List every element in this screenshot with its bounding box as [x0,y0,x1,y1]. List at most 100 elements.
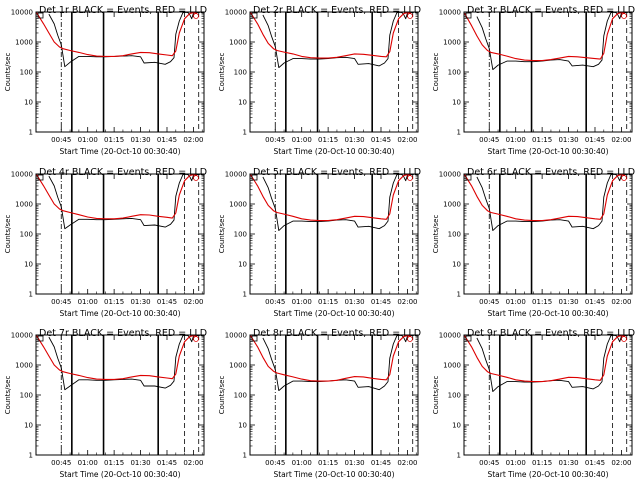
panel-frame [35,334,205,456]
series-line-lld [464,174,626,222]
panel-plot-area [36,335,200,455]
y-tick-label: 100 [448,69,461,77]
corner-marker [251,335,258,342]
panel-title: Det 5r BLACK = Events, RED = LLD [253,167,421,178]
y-axis-label: Counts/sec [4,215,12,254]
x-tick-label: 01:00 [78,298,98,306]
panel-title: Det 3r BLACK = Events, RED = LLD [467,5,635,16]
x-tick-label: 02:00 [611,298,631,306]
panel-frame [463,334,633,456]
series-line-events [48,12,194,68]
series-line-lld [36,335,198,380]
corner-marker [465,335,472,342]
y-tick-label: 1000 [443,201,461,209]
panel-frame [463,173,633,295]
y-tick-label: 10 [238,261,247,269]
x-axis-label: Start Time (20-Oct-10 00:30:40) [487,147,608,156]
x-tick-label: 01:15 [104,298,124,306]
panel-frame [463,11,633,133]
x-tick-label: 01:15 [532,136,552,144]
y-tick-label: 10 [452,99,461,107]
panel-title: Det 1r BLACK = Events, RED = LLD [39,5,207,16]
x-tick-label: 01:45 [585,298,605,306]
x-tick-label: 01:45 [585,136,605,144]
y-axis-label: Counts/sec [218,53,226,92]
x-tick-label: 01:15 [318,459,338,467]
series-line-lld [464,12,626,62]
panel-plot-area [464,12,628,132]
panel-plot-area [36,174,200,294]
x-tick-label: 02:00 [611,459,631,467]
panel-4: Det 4r BLACK = Events, RED = LLD Counts/s… [4,167,207,318]
x-tick-label: 00:45 [51,459,71,467]
panel-5: Det 5r BLACK = Events, RED = LLD Counts/s… [218,167,421,318]
x-tick-label: 01:30 [344,136,364,144]
y-tick-label: 10 [24,422,33,430]
x-axis-label: Start Time (20-Oct-10 00:30:40) [59,470,180,479]
y-tick-label: 100 [20,231,33,239]
panel-plot-area [250,174,414,294]
y-tick-label: 1 [29,452,33,460]
panel-title: Det 4r BLACK = Events, RED = LLD [39,167,207,178]
x-tick-label: 02:00 [397,459,417,467]
series-line-events [262,335,408,392]
y-tick-label: 1 [243,129,247,137]
y-tick-label: 1 [457,129,461,137]
x-tick-label: 01:00 [78,136,98,144]
y-tick-label: 10000 [439,332,461,340]
y-axis-label: Counts/sec [432,376,440,415]
corner-marker [465,174,472,181]
x-tick-label: 02:00 [611,136,631,144]
y-tick-label: 10 [452,261,461,269]
y-axis-label: Counts/sec [218,215,226,254]
y-tick-label: 1 [29,291,33,299]
x-tick-label: 01:00 [292,298,312,306]
panel-plot-area [464,174,628,294]
series-line-events [476,335,622,393]
panel-plot-area [250,335,414,455]
x-tick-label: 01:45 [371,459,391,467]
x-tick-label: 01:30 [558,136,578,144]
x-axis-label: Start Time (20-Oct-10 00:30:40) [273,309,394,318]
x-tick-label: 01:30 [130,298,150,306]
x-tick-label: 01:45 [585,459,605,467]
x-tick-label: 00:45 [51,298,71,306]
panel-plot-area [36,12,200,132]
series-line-lld [36,174,198,220]
panel-frame [35,173,205,295]
x-tick-label: 01:00 [292,459,312,467]
corner-marker [37,335,44,342]
corner-marker [251,12,258,19]
x-tick-label: 01:15 [318,136,338,144]
panel-title: Det 2r BLACK = Events, RED = LLD [253,5,421,16]
y-tick-label: 1000 [15,39,33,47]
x-tick-label: 01:15 [104,136,124,144]
corner-marker [621,175,627,181]
x-tick-label: 00:45 [479,136,499,144]
y-tick-label: 100 [234,69,247,77]
y-tick-label: 10000 [225,332,247,340]
panel-1: Det 1r BLACK = Events, RED = LLD Counts/s… [4,5,207,156]
x-tick-label: 00:45 [265,459,285,467]
y-tick-label: 10 [238,422,247,430]
y-tick-label: 1000 [229,362,247,370]
x-tick-label: 01:30 [344,298,364,306]
x-tick-label: 00:45 [265,136,285,144]
y-tick-label: 10 [238,99,247,107]
panel-7: Det 7r BLACK = Events, RED = LLD Counts/s… [4,328,207,479]
corner-marker [407,336,413,342]
y-tick-label: 100 [234,231,247,239]
series-line-lld [36,12,198,57]
corner-marker [621,336,627,342]
y-tick-label: 10000 [11,9,33,17]
y-tick-label: 1000 [229,201,247,209]
y-tick-label: 10 [24,261,33,269]
corner-marker [193,175,199,181]
x-tick-label: 00:45 [479,298,499,306]
x-tick-label: 02:00 [183,459,203,467]
panel-2: Det 2r BLACK = Events, RED = LLD Counts/s… [218,5,421,156]
panel-title: Det 9r BLACK = Events, RED = LLD [467,328,635,339]
y-tick-label: 1 [29,129,33,137]
panel-6: Det 6r BLACK = Events, RED = LLD Counts/s… [432,167,635,318]
y-tick-label: 1000 [229,39,247,47]
